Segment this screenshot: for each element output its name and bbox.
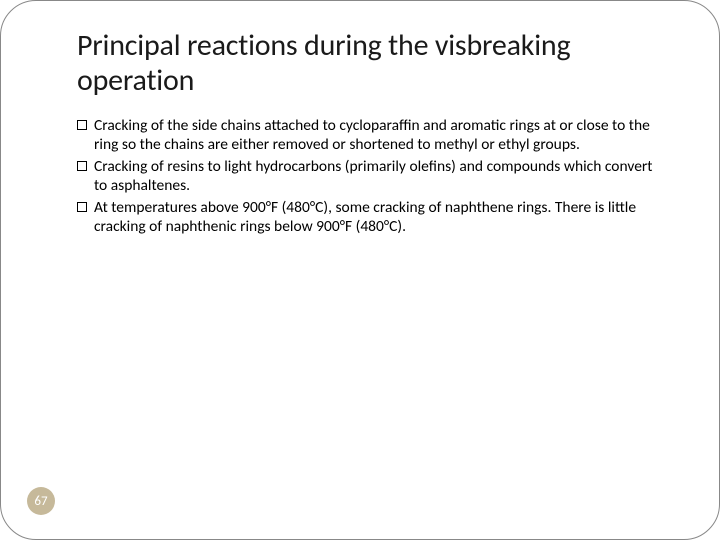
bullet-text: Cracking of resins to light hydrocarbons… bbox=[94, 157, 661, 196]
list-item: At temperatures above 900°F (480°C), som… bbox=[77, 198, 661, 237]
bullet-text: Cracking of the side chains attached to … bbox=[94, 116, 661, 155]
page-number-badge: 67 bbox=[27, 487, 55, 515]
square-bullet-icon bbox=[77, 202, 87, 212]
list-item: Cracking of the side chains attached to … bbox=[77, 116, 661, 155]
bullet-text: At temperatures above 900°F (480°C), som… bbox=[94, 198, 661, 237]
slide-title: Principal reactions during the visbreaki… bbox=[77, 29, 671, 98]
square-bullet-icon bbox=[77, 161, 87, 171]
bullet-list: Cracking of the side chains attached to … bbox=[77, 116, 661, 236]
list-item: Cracking of resins to light hydrocarbons… bbox=[77, 157, 661, 196]
square-bullet-icon bbox=[77, 120, 87, 130]
slide-container: Principal reactions during the visbreaki… bbox=[0, 0, 720, 540]
